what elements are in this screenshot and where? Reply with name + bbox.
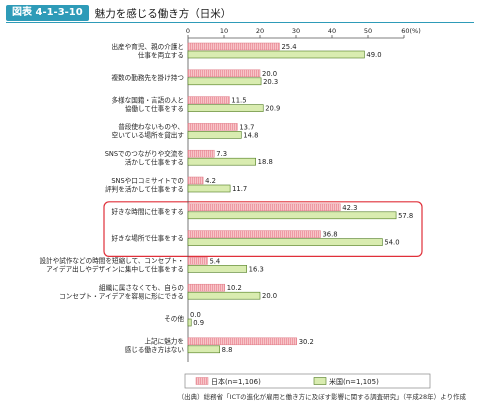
category-label: 複数の勤務先を掛け持つ xyxy=(111,73,184,82)
bar-us xyxy=(187,345,220,354)
bar-japan xyxy=(187,123,238,131)
bar-japan xyxy=(187,283,225,292)
category-label: 普段使わないものや、 xyxy=(118,122,184,131)
value-label-us: 11.7 xyxy=(232,185,247,193)
x-tick-label: 20 xyxy=(256,27,264,35)
bar-us xyxy=(187,77,262,86)
category-label: その他 xyxy=(164,314,184,323)
legend-swatch-us xyxy=(313,377,327,385)
value-label-us: 57.8 xyxy=(398,212,413,220)
x-tick-label: 40 xyxy=(328,27,336,35)
category-label: コンセプト・アイデアを容易に形にできる xyxy=(59,291,184,300)
bar-japan xyxy=(187,149,215,158)
value-label-us: 54.0 xyxy=(384,239,399,247)
value-label-japan: 0.0 xyxy=(190,311,201,319)
category-label: 仕事を両立する xyxy=(138,50,184,59)
figure-number: 図表 4-1-3-10 xyxy=(6,5,89,21)
figure-title: 魅力を感じる働き方（日米） xyxy=(94,7,232,20)
bar-us xyxy=(187,184,231,193)
value-label-us: 20.9 xyxy=(265,105,280,113)
value-label-japan: 7.3 xyxy=(216,150,227,158)
bar-japan xyxy=(187,203,341,212)
value-label-japan: 13.7 xyxy=(239,123,254,131)
value-label-us: 8.8 xyxy=(222,346,233,354)
category-label: 多様な国籍・言語の人と xyxy=(111,95,184,104)
bar-us xyxy=(187,50,365,59)
bar-us xyxy=(187,131,242,139)
value-label-us: 20.0 xyxy=(262,292,277,300)
value-label-us: 14.8 xyxy=(243,131,258,139)
bar-us xyxy=(187,291,261,300)
x-tick-label: 30 xyxy=(292,27,300,35)
category-label: 上記に魅力を xyxy=(144,337,184,346)
source-note: （出典）総務省「ICTの進化が雇用と働き方に及ぼす影響に関する調査研究」（平成2… xyxy=(177,393,466,401)
value-label-japan: 10.2 xyxy=(227,284,242,292)
value-label-japan: 11.5 xyxy=(231,97,246,105)
legend-label-us: 米国(n=1,105) xyxy=(329,377,379,386)
bar-japan xyxy=(187,69,261,78)
value-label-us: 0.9 xyxy=(193,319,204,327)
legend-box xyxy=(184,373,431,389)
bar-japan xyxy=(187,42,280,51)
bar-us xyxy=(187,211,397,220)
category-label: 好きな場所で仕事をする xyxy=(111,234,184,243)
value-label-japan: 36.8 xyxy=(322,231,337,239)
category-label: SNSや口コミサイトでの xyxy=(111,177,184,185)
x-tick-label: 50 xyxy=(364,27,372,35)
category-label: 空いている場所を貸出す xyxy=(112,131,185,140)
value-label-japan: 42.3 xyxy=(342,204,357,212)
bar-us xyxy=(187,104,264,112)
legend-label-japan: 日本(n=1,106) xyxy=(211,377,261,386)
bar-japan xyxy=(187,230,321,238)
bar-us xyxy=(187,238,383,246)
value-label-japan: 20.0 xyxy=(262,70,277,78)
value-label-us: 18.8 xyxy=(258,158,273,166)
category-label: SNSでのつながりや交流を xyxy=(105,149,184,158)
category-label: 活かして仕事をする xyxy=(125,157,184,166)
x-tick-label: 10 xyxy=(220,27,228,35)
category-label: 設計や試作などの時間を短縮して、コンセプト・ xyxy=(39,256,184,265)
bar-us xyxy=(187,318,192,327)
bar-japan xyxy=(187,337,297,346)
category-label: 感じる働き方はない xyxy=(125,345,185,354)
legend-swatch-japan xyxy=(195,377,209,385)
value-label-us: 20.3 xyxy=(263,78,278,86)
header-divider xyxy=(6,22,474,23)
figure-header: 図表 4-1-3-10 魅力を感じる働き方（日米） xyxy=(6,5,231,21)
bar-us xyxy=(187,265,247,273)
value-label-us: 16.3 xyxy=(249,265,264,273)
category-label: 評判を活かして仕事をする xyxy=(105,184,184,193)
value-label-us: 49.0 xyxy=(366,51,381,59)
bar-japan xyxy=(187,96,230,104)
category-label: 出産や育児、親の介護と xyxy=(111,42,184,51)
category-label: アイデア出しやデザインに集中して仕事をする xyxy=(46,265,184,274)
x-tick-label: 0 xyxy=(186,27,190,35)
category-label: 好きな時間に仕事をする xyxy=(111,207,184,216)
category-label: 協働して仕事をする xyxy=(125,104,184,113)
value-label-japan: 25.4 xyxy=(281,43,296,51)
bar-japan xyxy=(187,257,208,265)
highlight-box xyxy=(103,201,423,258)
value-label-japan: 4.2 xyxy=(205,177,216,185)
value-label-japan: 30.2 xyxy=(299,338,314,346)
bar-japan xyxy=(187,176,204,185)
bar-us xyxy=(187,157,256,166)
x-tick-label: 60(%) xyxy=(401,27,421,35)
category-label: 組織に属さなくても、自らの xyxy=(99,283,184,292)
value-label-japan: 5.4 xyxy=(209,257,220,265)
